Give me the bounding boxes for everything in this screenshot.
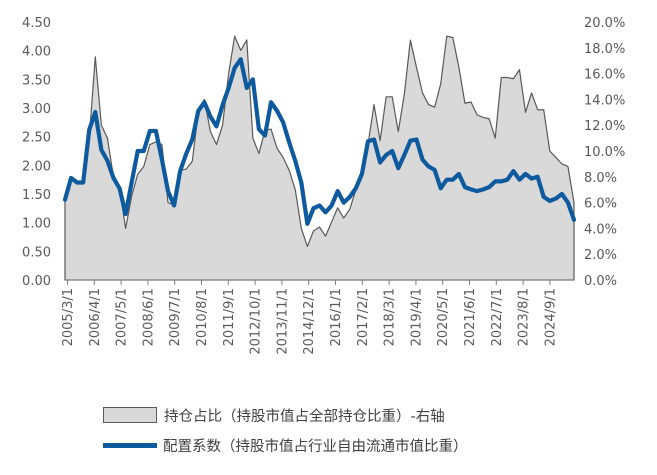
- x-axis-tick-label: 2007/5/1: [115, 288, 130, 346]
- right-axis-tick-label: 10.0%: [584, 145, 625, 160]
- legend-swatch-line: [103, 442, 157, 448]
- legend-label-area: 持仓占比（持股市值占全部持仓比重）-右轴: [164, 408, 445, 425]
- x-axis-tick-label: 2012/10/1: [249, 288, 264, 355]
- right-axis-tick-label: 18.0%: [584, 42, 625, 57]
- legend-item-line: 配置系数（持股市值占行业自由流通市值比重）: [103, 430, 468, 460]
- plot-area: [62, 35, 577, 281]
- legend-label-line: 配置系数（持股市值占行业自由流通市值比重）: [163, 438, 468, 455]
- x-axis-tick-label: 2023/8/1: [517, 288, 532, 346]
- x-axis-tick-label: 2014/12/1: [302, 288, 317, 355]
- right-axis-tick-label: 12.0%: [584, 119, 625, 134]
- x-axis-tick-label: 2017/2/1: [356, 288, 371, 346]
- left-axis: 0.00 0.50 1.00 1.50 2.00 2.50 3.00 3.50 4.00 4.50: [22, 16, 51, 289]
- right-axis-tick-label: 4.0%: [584, 222, 617, 237]
- legend: 持仓占比（持股市值占全部持仓比重）-右轴 配置系数（持股市值占行业自由流通市值比…: [103, 400, 468, 460]
- x-axis-tick-label: 2020/5/1: [436, 288, 451, 346]
- x-axis-tick-label: 2005/3/1: [61, 288, 76, 346]
- x-axis-tick-label: 2019/4/1: [409, 288, 424, 346]
- x-axis-tick-label: 2018/3/1: [383, 288, 398, 346]
- legend-swatch-area: [103, 407, 157, 423]
- right-axis-tick-label: 16.0%: [584, 68, 625, 83]
- right-axis-tick-label: 2.0%: [584, 248, 617, 263]
- left-axis-tick-label: 0.50: [22, 245, 51, 260]
- right-axis-tick-label: 6.0%: [584, 197, 617, 212]
- x-axis-tick-label: 2024/9/1: [543, 288, 558, 346]
- area-series-holding-ratio: [64, 35, 575, 281]
- right-axis: 0.0% 2.0% 4.0% 6.0% 8.0% 10.0% 12.0% 14.0% 16.0%…: [584, 16, 625, 289]
- x-axis-tick-label: 2006/4/1: [88, 288, 103, 346]
- x-axis-tick-label: 2016/1/1: [329, 288, 344, 346]
- left-axis-tick-label: 1.00: [22, 217, 51, 232]
- right-axis-tick-label: 0.0%: [584, 274, 617, 289]
- left-axis-tick-label: 0.00: [22, 274, 51, 289]
- x-axis-tick-label: 2009/7/1: [168, 288, 183, 346]
- left-axis-tick-label: 3.00: [22, 102, 51, 117]
- left-axis-tick-label: 1.50: [22, 188, 51, 203]
- right-axis-tick-label: 14.0%: [584, 93, 625, 108]
- x-axis: 2005/3/1 2006/4/1 2007/5/1 2008/6/1 2009/7/1…: [61, 279, 574, 355]
- x-axis-tick-label: 2011/9/1: [222, 288, 237, 346]
- line-series-allocation-coefficient: [62, 57, 577, 226]
- x-axis-tick-label: 2021/6/1: [463, 288, 478, 346]
- x-axis-tick-label: 2010/8/1: [195, 288, 210, 346]
- left-axis-tick-label: 3.50: [22, 73, 51, 88]
- left-axis-tick-label: 4.50: [22, 16, 51, 31]
- left-axis-tick-label: 2.00: [22, 159, 51, 174]
- right-axis-tick-label: 8.0%: [584, 171, 617, 186]
- x-axis-tick-label: 2013/11/1: [275, 288, 290, 355]
- legend-item-area: 持仓占比（持股市值占全部持仓比重）-右轴: [103, 400, 468, 430]
- x-axis-tick-label: 2008/6/1: [141, 288, 156, 346]
- chart-canvas: 0.00 0.50 1.00 1.50 2.00 2.50 3.00 3.50 4.00 4.50…: [22, 16, 625, 355]
- left-axis-tick-label: 2.50: [22, 131, 51, 146]
- left-axis-tick-label: 4.00: [22, 45, 51, 60]
- x-axis-tick-label: 2022/7/1: [490, 288, 505, 346]
- right-axis-tick-label: 20.0%: [584, 16, 625, 31]
